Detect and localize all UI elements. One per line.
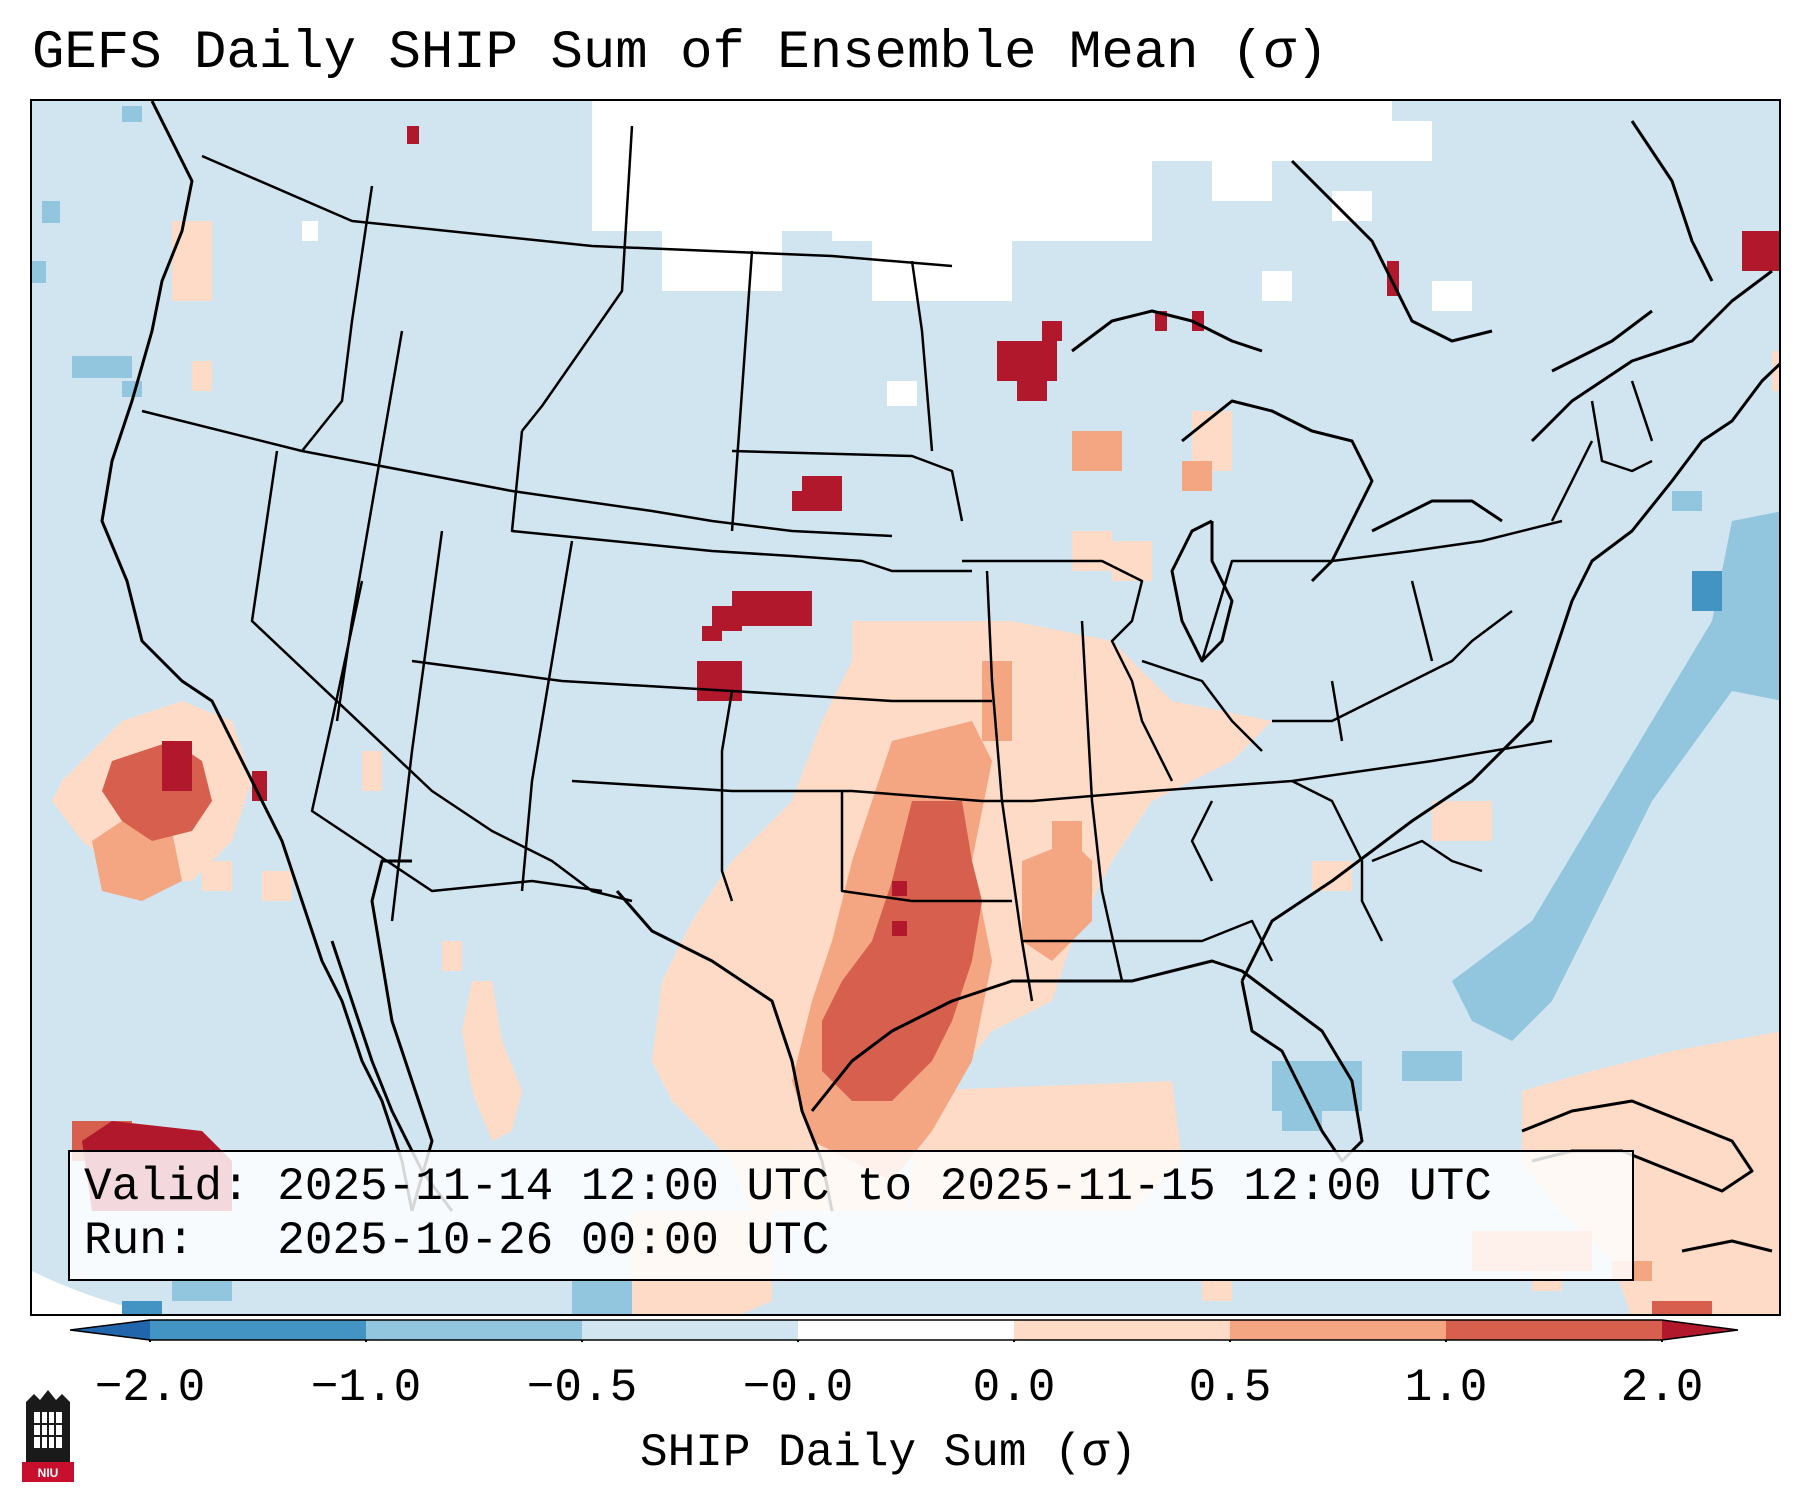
colorbar-bin-4 [798, 1320, 1014, 1340]
colorbar [70, 1319, 1738, 1342]
colorbar-bin-5 [1014, 1320, 1230, 1340]
colorbar-tick-label: −0.5 [526, 1362, 638, 1414]
niu-tower-icon: NIU [22, 1390, 74, 1482]
colorbar-bin-7 [1446, 1320, 1662, 1340]
colorbar-tick-label: −1.0 [310, 1362, 422, 1414]
colorbar-bin-3 [582, 1320, 798, 1340]
state-borders [141, 125, 1654, 1002]
colorbar-ticks [149, 1340, 1663, 1342]
colorbar-tick-label: −0.0 [742, 1362, 854, 1414]
colorbar-tick-label: 0.0 [972, 1362, 1056, 1414]
colorbar-bin-6 [1230, 1320, 1446, 1340]
colorbar-bin-2 [366, 1320, 582, 1340]
colorbar-extend-high [1662, 1320, 1738, 1340]
ship-field-map [32, 101, 1779, 1314]
map-title: GEFS Daily SHIP Sum of Ensemble Mean (σ) [32, 23, 1329, 84]
valid-time-line: Valid: 2025-11-14 12:00 UTC to 2025-11-1… [84, 1161, 1492, 1213]
colorbar-bin-1 [150, 1320, 366, 1340]
colorbar-label: SHIP Daily Sum (σ) [640, 1427, 1137, 1479]
svg-text:NIU: NIU [38, 1466, 59, 1480]
run-time-line: Run: 2025-10-26 00:00 UTC [84, 1215, 830, 1267]
colorbar-tick-label: 0.5 [1188, 1362, 1272, 1414]
colorbar-tick-label: 1.0 [1404, 1362, 1488, 1414]
validity-info-box: Valid: 2025-11-14 12:00 UTC to 2025-11-1… [68, 1150, 1634, 1281]
map-panel [30, 99, 1781, 1316]
canada-neutral-patches [302, 101, 1472, 406]
colorbar-tick-label: 2.0 [1620, 1362, 1704, 1414]
map-edge-bottom-left [32, 1271, 155, 1314]
strong-negative-patches [122, 571, 1722, 1314]
colorbar-tick-label: −2.0 [94, 1362, 206, 1414]
colorbar-extend-low [70, 1320, 150, 1340]
